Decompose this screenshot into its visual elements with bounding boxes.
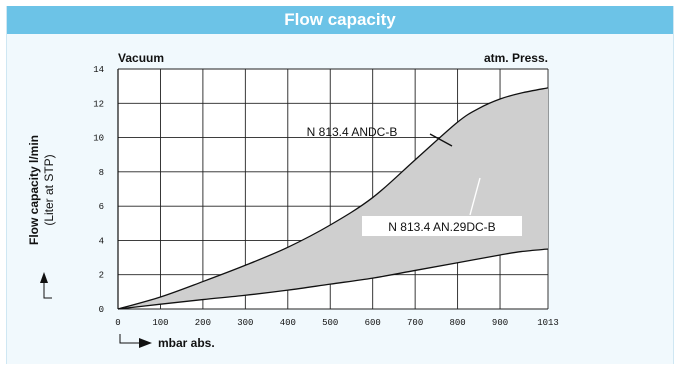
an29dc-pointer	[469, 177, 481, 216]
series-line-andc	[117, 87, 549, 310]
x-tick-1: 100	[152, 318, 168, 328]
y-tick-4: 8	[99, 168, 104, 178]
capacity-area	[118, 87, 548, 309]
x-tick-6: 600	[365, 318, 381, 328]
vacuum-label: Vacuum	[118, 51, 164, 65]
y-tick-labels: 0 2 4 6 8 10 12 14	[93, 65, 104, 315]
x-tick-10: 1013	[537, 318, 559, 328]
atm-press-label: atm. Press.	[484, 51, 548, 65]
annotation-andc: N 813.4 ANDC-B	[307, 125, 398, 139]
x-tick-labels: 0 100 200 300 400 500 600 700 800 900 1013	[115, 318, 559, 328]
x-tick-5: 500	[322, 318, 338, 328]
y-tick-0: 0	[99, 305, 104, 315]
x-tick-8: 800	[449, 318, 465, 328]
y-tick-1: 2	[99, 271, 104, 281]
andc-pointer	[429, 133, 453, 147]
y-tick-2: 4	[99, 236, 104, 246]
y-tick-6: 12	[93, 99, 104, 109]
panel-title: Flow capacity	[7, 6, 673, 34]
x-axis-label: mbar abs.	[158, 336, 215, 350]
x-axis-arrow-icon	[119, 334, 152, 348]
y-axis-arrow-icon	[40, 272, 52, 299]
x-tick-2: 200	[195, 318, 211, 328]
x-tick-7: 700	[407, 318, 423, 328]
y-axis-sublabel: (Liter at STP)	[42, 154, 56, 225]
x-tick-9: 900	[492, 318, 508, 328]
y-tick-5: 10	[93, 134, 104, 144]
x-tick-4: 400	[280, 318, 296, 328]
y-tick-7: 14	[93, 65, 104, 75]
annotation-an29dc: N 813.4 AN.29DC-B	[388, 220, 495, 234]
y-tick-3: 6	[99, 202, 104, 212]
x-tick-3: 300	[237, 318, 253, 328]
y-axis-label: Flow capacity l/min	[27, 135, 41, 245]
series-line-an29dc	[117, 248, 549, 310]
x-tick-0: 0	[115, 318, 120, 328]
annotation-an29dc-box	[362, 216, 522, 236]
